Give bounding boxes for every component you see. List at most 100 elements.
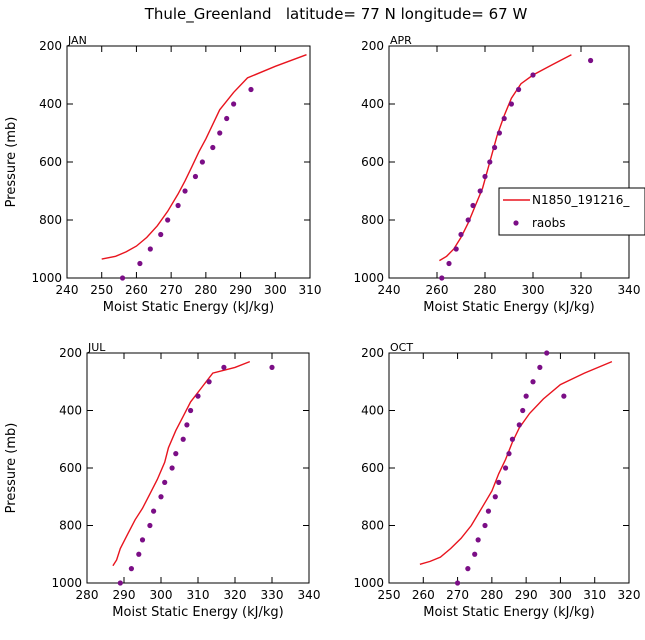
x-tick-label: 340: [298, 588, 321, 602]
raobs-point: [530, 72, 536, 78]
raobs-point: [117, 580, 123, 586]
raobs-point: [475, 537, 481, 543]
x-tick-label: 290: [515, 588, 538, 602]
y-tick-label: 200: [361, 39, 384, 53]
x-tick-label: 240: [56, 283, 79, 297]
raobs-point: [465, 566, 471, 572]
raobs-point: [492, 144, 498, 151]
y-tick-label: 800: [361, 213, 384, 227]
raobs-point: [180, 436, 186, 442]
raobs-point: [248, 86, 254, 93]
x-tick-label: 260: [426, 283, 449, 297]
x-tick-label: 320: [224, 588, 247, 602]
panel-label: OCT: [390, 341, 413, 354]
x-tick-label: 280: [76, 588, 99, 602]
plot-frame: [388, 45, 630, 279]
y-tick-label: 1000: [353, 576, 384, 590]
x-tick-label: 320: [618, 588, 641, 602]
raobs-point: [169, 465, 175, 471]
y-tick-label: 800: [361, 519, 384, 533]
x-tick-label: 300: [549, 588, 572, 602]
x-tick-label: 260: [412, 588, 435, 602]
model-line: [112, 360, 251, 567]
panel-label: JAN: [67, 34, 87, 47]
y-tick-label: 400: [59, 404, 82, 418]
raobs-point: [458, 231, 464, 238]
raobs-point: [158, 231, 164, 238]
x-axis-label: Moist Static Energy (kJ/kg): [423, 300, 594, 315]
raobs-point: [470, 202, 476, 209]
panel-label: JUL: [87, 341, 106, 354]
legend: N1850_191216_raobs: [498, 187, 645, 236]
x-tick-label: 300: [522, 283, 545, 297]
x-tick-label: 310: [583, 588, 606, 602]
plot-frame: [66, 45, 311, 279]
raobs-point: [210, 144, 216, 151]
raobs-point: [182, 188, 188, 194]
raobs-point: [506, 451, 512, 457]
raobs-point: [523, 393, 529, 399]
raobs-point: [184, 422, 190, 428]
raobs-point: [496, 479, 502, 485]
raobs-point: [188, 407, 194, 414]
x-tick-label: 320: [570, 283, 593, 297]
raobs-point: [139, 537, 146, 543]
panel-jul: JUL 280 290 300 310 320 330 340 200 400 600 800 1000…: [4, 341, 320, 620]
raobs-point: [516, 422, 522, 428]
legend-model-label: N1850_191216_: [532, 193, 630, 207]
raobs-point: [516, 86, 522, 93]
x-tick-label: 250: [90, 283, 113, 297]
raobs-point: [465, 217, 471, 223]
raobs-point: [453, 246, 459, 252]
raobs-point: [151, 508, 157, 514]
raobs-point: [175, 202, 181, 209]
x-tick-label: 280: [194, 283, 217, 297]
y-tick-label: 200: [361, 346, 384, 360]
raobs-point: [537, 364, 543, 370]
y-tick-label: 400: [361, 97, 384, 111]
y-tick-label: 400: [361, 404, 384, 418]
raobs-point: [173, 451, 179, 457]
raobs-point: [482, 173, 488, 180]
x-tick-label: 340: [618, 283, 641, 297]
x-tick-label: 250: [378, 588, 401, 602]
raobs-point: [502, 465, 509, 471]
raobs-point: [119, 275, 126, 281]
y-axis-label: Pressure (mb): [4, 117, 19, 208]
y-tick-label: 600: [361, 155, 384, 169]
raobs-point: [477, 188, 483, 194]
y-tick-label: 800: [59, 519, 82, 533]
raobs-point: [165, 217, 171, 223]
raobs-point: [136, 551, 142, 557]
raobs-point: [520, 407, 526, 414]
x-axis-label: Moist Static Energy (kJ/kg): [103, 300, 274, 315]
y-axis-label: Pressure (mb): [4, 423, 19, 514]
x-tick-label: 290: [229, 283, 252, 297]
y-tick-label: 800: [39, 213, 62, 227]
x-tick-label: 240: [378, 283, 401, 297]
x-tick-label: 270: [446, 588, 469, 602]
model-line: [419, 360, 613, 565]
raobs-point: [206, 379, 212, 385]
raobs-point: [561, 393, 567, 399]
y-tick-label: 1000: [31, 271, 62, 285]
y-tick-label: 1000: [51, 576, 82, 590]
x-tick-label: 300: [150, 588, 173, 602]
raobs-point: [147, 522, 153, 529]
y-tick-label: 600: [59, 461, 82, 475]
raobs-point: [199, 159, 205, 165]
raobs-point: [195, 393, 201, 399]
raobs-point: [588, 57, 594, 64]
y-tick-label: 200: [39, 39, 62, 53]
x-tick-label: 330: [261, 588, 284, 602]
legend-marker-swatch: [513, 220, 519, 226]
y-tick-label: 400: [39, 97, 62, 111]
raobs-point: [439, 275, 445, 281]
legend-obs-label: raobs: [532, 216, 566, 230]
x-tick-label: 280: [474, 283, 497, 297]
x-tick-label: 290: [113, 588, 136, 602]
x-tick-label: 280: [480, 588, 503, 602]
y-tick-label: 200: [59, 346, 82, 360]
raobs-point: [137, 260, 143, 267]
panel-jan: JAN 240 250 260 270 280 290 300 310 200 400 600 800 1…: [4, 34, 321, 315]
